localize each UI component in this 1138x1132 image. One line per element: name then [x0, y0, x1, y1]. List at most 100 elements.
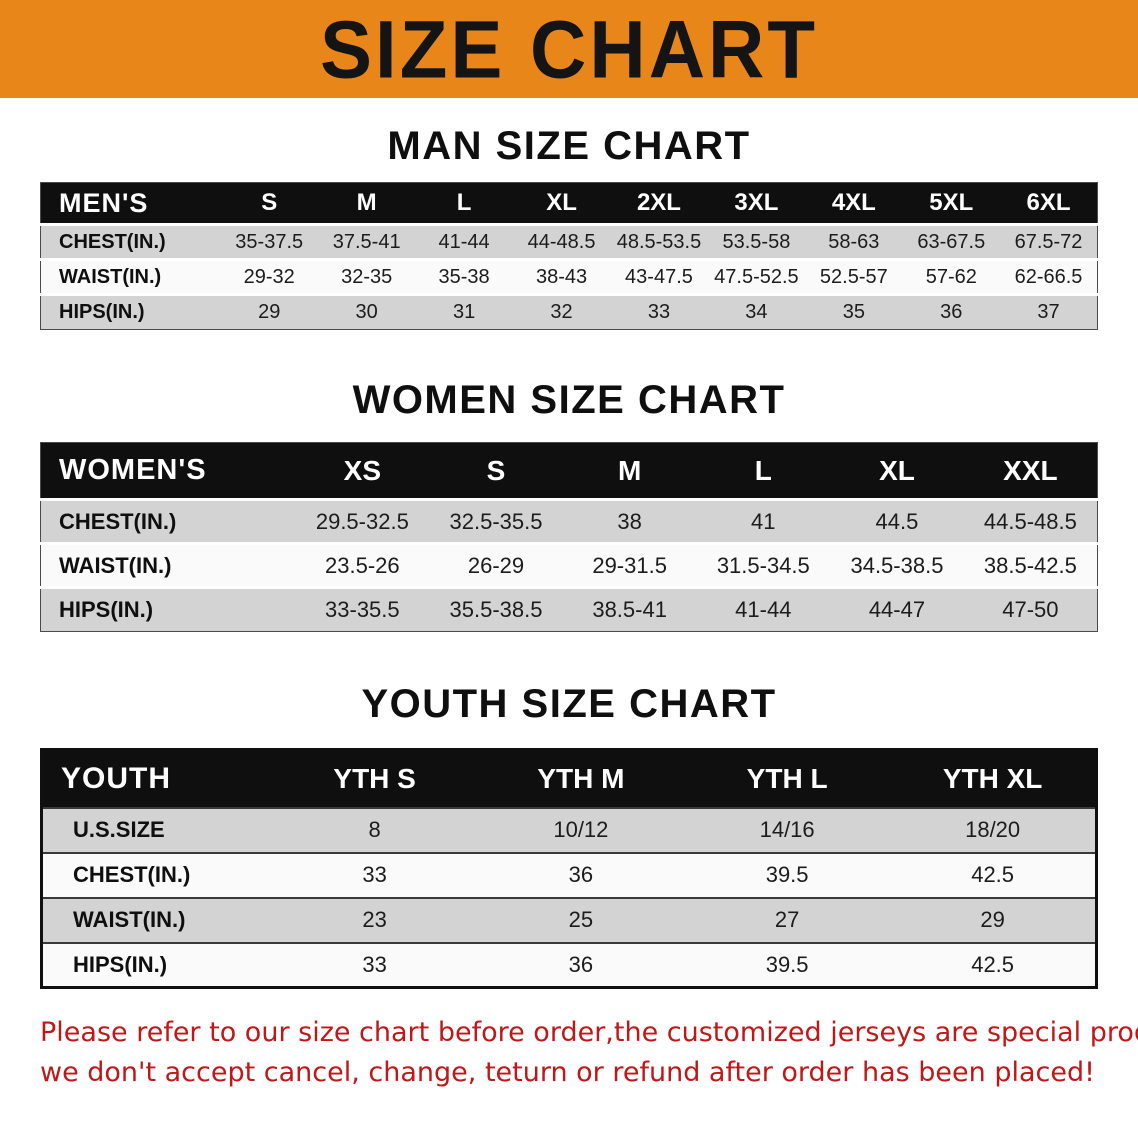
table-row: HIPS(IN.) 33-35.5 35.5-38.5 38.5-41 41-44 44-…: [40, 586, 1098, 632]
row-label: CHEST(IN.): [40, 498, 296, 544]
table-corner-label: WOMEN'S: [40, 442, 296, 500]
table-row: CHEST(IN.) 29.5-32.5 32.5-35.5 38 41 44.5 44.5…: [40, 498, 1098, 544]
row-label: CHEST(IN.): [40, 223, 221, 260]
size-value-cell: 38-43: [512, 258, 611, 295]
size-value-cell: 29: [220, 293, 318, 330]
table-row: U.S.SIZE 8 10/12 14/16 18/20: [41, 806, 1097, 853]
banner: SIZE CHART: [0, 0, 1138, 98]
size-value-cell: 37.5-41: [317, 223, 416, 260]
size-value-cell: 36: [477, 941, 684, 988]
size-value-cell: 47.5-52.5: [707, 258, 806, 295]
size-value-cell: 67.5-72: [1000, 223, 1098, 260]
size-value-cell: 33: [271, 941, 478, 988]
size-value-cell: 44.5-48.5: [963, 498, 1098, 544]
size-value-cell: 39.5: [684, 941, 891, 988]
table-corner-label: YOUTH: [41, 749, 272, 808]
table-row: WAIST(IN.) 23.5-26 26-29 29-31.5 31.5-34.5 34…: [40, 542, 1098, 588]
size-value-cell: 29-32: [220, 258, 318, 295]
size-value-cell: 37: [1000, 293, 1098, 330]
size-column-header: 3XL: [707, 182, 806, 225]
size-value-cell: 35-37.5: [220, 223, 318, 260]
size-value-cell: 53.5-58: [707, 223, 806, 260]
youth-size-section: YOUTH SIZE CHART YOUTH YTH S YTH M YTH L YTH…: [0, 682, 1138, 989]
disclaimer-line-2: we don't accept cancel, change, teturn o…: [40, 1057, 1095, 1088]
size-value-cell: 18/20: [890, 806, 1097, 853]
size-value-cell: 58-63: [805, 223, 903, 260]
size-value-cell: 34: [707, 293, 806, 330]
table-corner-label: MEN'S: [40, 182, 221, 225]
men-size-table: MEN'S S M L XL 2XL 3XL 4XL 5XL 6XL CHEST(IN.) 35-37…: [40, 182, 1098, 330]
size-value-cell: 63-67.5: [902, 223, 1000, 260]
row-label: HIPS(IN.): [41, 941, 272, 988]
women-size-table: WOMEN'S XS S M L XL XXL CHEST(IN.) 29.5-32.5 32.5…: [40, 442, 1098, 632]
men-section-heading: MAN SIZE CHART: [387, 124, 751, 168]
size-value-cell: 44-47: [830, 586, 964, 632]
size-value-cell: 23.5-26: [295, 542, 430, 588]
size-value-cell: 29-31.5: [562, 542, 697, 588]
disclaimer-line-1: Please refer to our size chart before or…: [40, 1017, 1138, 1048]
size-value-cell: 32.5-35.5: [429, 498, 563, 544]
row-label: WAIST(IN.): [41, 896, 272, 943]
row-label: HIPS(IN.): [40, 293, 221, 330]
size-column-header: YTH XL: [890, 749, 1097, 808]
size-value-cell: 41: [696, 498, 831, 544]
size-value-cell: 38.5-41: [562, 586, 697, 632]
size-value-cell: 10/12: [477, 806, 684, 853]
table-row: WAIST(IN.) 29-32 32-35 35-38 38-43 43-47.5 47.…: [40, 258, 1098, 295]
size-column-header: M: [562, 442, 697, 500]
size-value-cell: 47-50: [963, 586, 1098, 632]
size-column-header: YTH M: [477, 749, 684, 808]
size-column-header: 6XL: [1000, 182, 1098, 225]
size-value-cell: 32: [512, 293, 611, 330]
size-column-header: XXL: [963, 442, 1098, 500]
size-value-cell: 36: [477, 851, 684, 898]
size-value-cell: 35: [805, 293, 903, 330]
size-value-cell: 44.5: [830, 498, 964, 544]
size-value-cell: 29: [890, 896, 1097, 943]
size-value-cell: 25: [477, 896, 684, 943]
youth-size-table: YOUTH YTH S YTH M YTH L YTH XL U.S.SIZE 8 10/12…: [40, 748, 1098, 989]
size-value-cell: 31: [415, 293, 513, 330]
size-value-cell: 31.5-34.5: [696, 542, 831, 588]
size-column-header: M: [317, 182, 416, 225]
size-value-cell: 33: [271, 851, 478, 898]
size-value-cell: 38.5-42.5: [963, 542, 1098, 588]
size-column-header: 5XL: [902, 182, 1000, 225]
size-value-cell: 35.5-38.5: [429, 586, 563, 632]
table-row: HIPS(IN.) 33 36 39.5 42.5: [41, 941, 1097, 988]
size-value-cell: 35-38: [415, 258, 513, 295]
size-column-header: S: [220, 182, 318, 225]
size-value-cell: 52.5-57: [805, 258, 903, 295]
disclaimer-note: Please refer to our size chart before or…: [40, 1013, 1138, 1093]
size-value-cell: 41-44: [696, 586, 831, 632]
size-value-cell: 57-62: [902, 258, 1000, 295]
size-value-cell: 43-47.5: [610, 258, 708, 295]
women-section-heading: WOMEN SIZE CHART: [352, 378, 786, 422]
row-label: WAIST(IN.): [40, 542, 296, 588]
women-size-section: WOMEN SIZE CHART WOMEN'S XS S M L XL XXL CHEST(…: [0, 378, 1138, 632]
size-value-cell: 8: [271, 806, 478, 853]
size-value-cell: 48.5-53.5: [610, 223, 708, 260]
size-value-cell: 44-48.5: [512, 223, 611, 260]
table-row: CHEST(IN.) 35-37.5 37.5-41 41-44 44-48.5 48.5…: [40, 223, 1098, 260]
row-label: WAIST(IN.): [40, 258, 221, 295]
size-column-header: YTH L: [684, 749, 891, 808]
row-label: HIPS(IN.): [40, 586, 296, 632]
size-column-header: 2XL: [610, 182, 708, 225]
size-value-cell: 26-29: [429, 542, 563, 588]
size-column-header: L: [415, 182, 513, 225]
size-value-cell: 36: [902, 293, 1000, 330]
men-size-section: MAN SIZE CHART MEN'S S M L XL 2XL 3XL 4XL 5XL 6XL…: [0, 124, 1138, 330]
size-value-cell: 32-35: [317, 258, 416, 295]
size-column-header: L: [696, 442, 831, 500]
size-value-cell: 33: [610, 293, 708, 330]
size-column-header: 4XL: [805, 182, 903, 225]
page-title: SIZE CHART: [320, 2, 818, 96]
size-column-header: XS: [295, 442, 430, 500]
size-value-cell: 33-35.5: [295, 586, 430, 632]
size-value-cell: 41-44: [415, 223, 513, 260]
size-value-cell: 42.5: [890, 941, 1097, 988]
size-value-cell: 62-66.5: [1000, 258, 1098, 295]
row-label: CHEST(IN.): [41, 851, 272, 898]
